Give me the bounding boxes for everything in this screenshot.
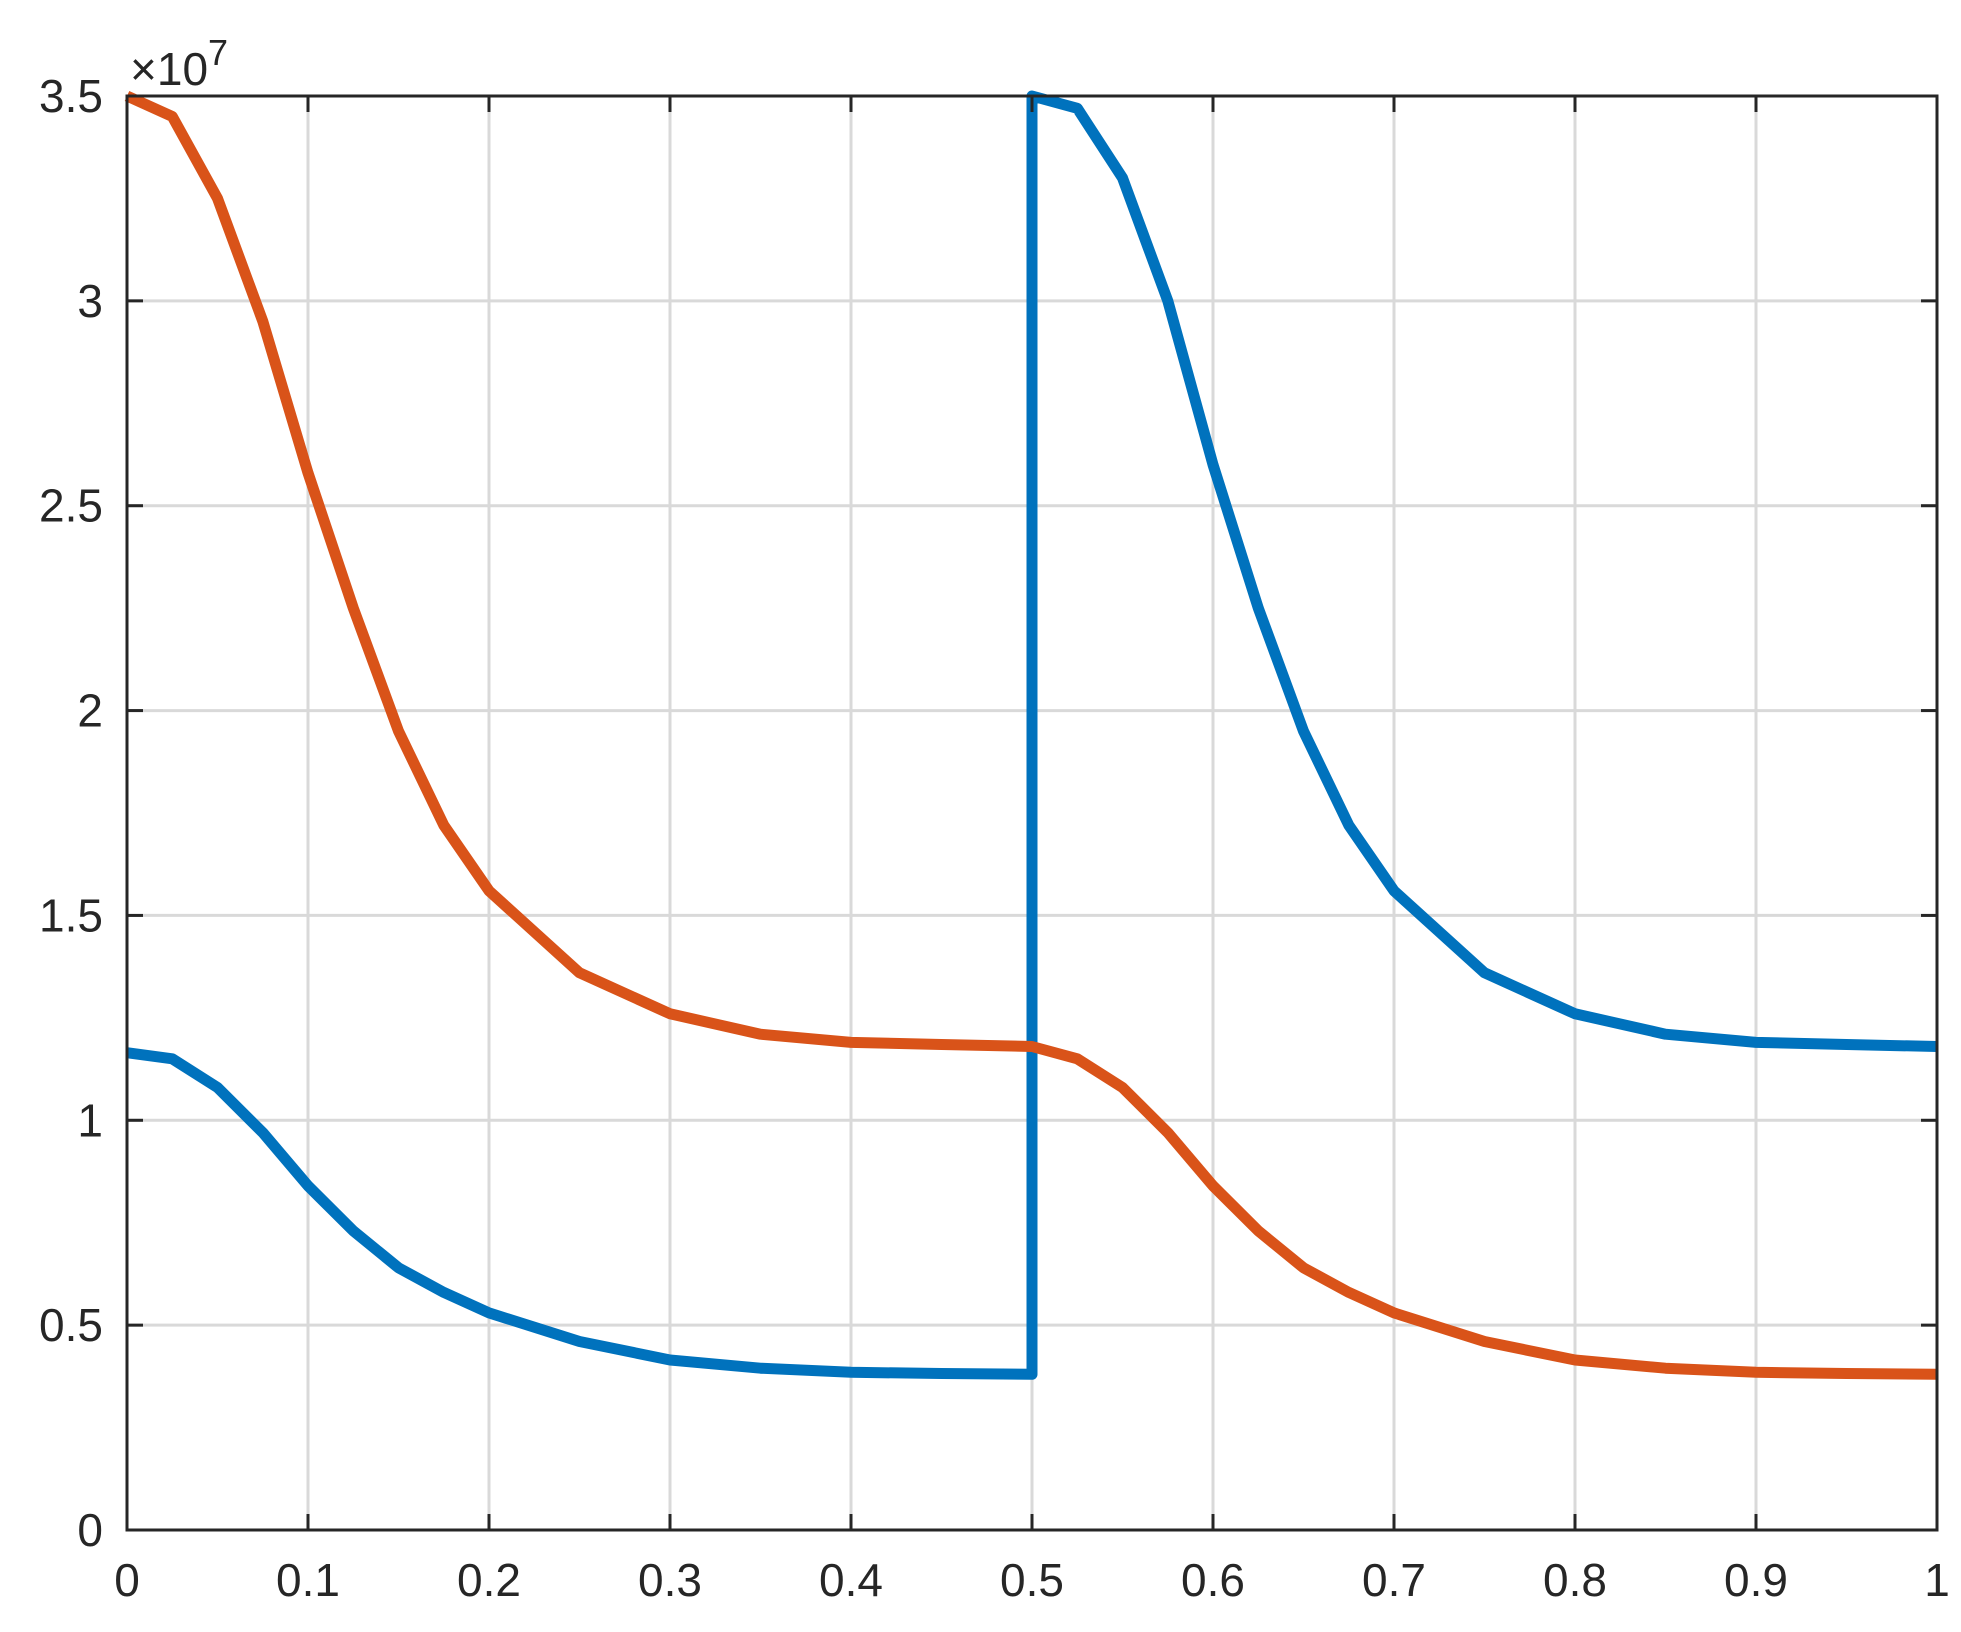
series-line-2 — [124, 90, 1938, 1380]
x-tick-label: 0.4 — [819, 1554, 883, 1606]
y-tick-label: 2 — [77, 685, 103, 737]
x-tick-label: 0.8 — [1543, 1554, 1607, 1606]
x-tick-label: 1 — [1924, 1554, 1950, 1606]
x-tick-label: 0.6 — [1181, 1554, 1245, 1606]
y-tick-label: 0.5 — [39, 1299, 103, 1351]
y-tick-label: 3 — [77, 275, 103, 327]
y-tick-label: 2.5 — [39, 480, 103, 532]
y-tick-label: 1 — [77, 1094, 103, 1146]
y-tick-label: 0 — [77, 1504, 103, 1556]
x-tick-label: 0.9 — [1724, 1554, 1788, 1606]
axis-layer — [125, 94, 1939, 1532]
x-tick-label: 0.2 — [457, 1554, 521, 1606]
label-layer: ×107 0 0.1 0.2 0.3 0.4 0.5 0.6 0.7 0.8 0.9 1 0 0.5 1 1… — [39, 32, 1950, 1606]
y-tick-label: 3.5 — [39, 70, 103, 122]
x-tick-label: 0.7 — [1362, 1554, 1426, 1606]
series-layer — [124, 90, 1938, 1380]
series-line-1 — [126, 90, 1938, 1380]
x-tick-label: 0.1 — [276, 1554, 340, 1606]
y-exponent-label: ×107 — [130, 32, 228, 95]
y-exponent-base: ×10 — [130, 43, 208, 95]
x-tick-label: 0 — [114, 1554, 140, 1606]
x-tick-label: 0.3 — [638, 1554, 702, 1606]
x-tick-label: 0.5 — [1000, 1554, 1064, 1606]
y-exponent-power: 7 — [208, 32, 228, 73]
y-tick-label: 1.5 — [39, 889, 103, 941]
